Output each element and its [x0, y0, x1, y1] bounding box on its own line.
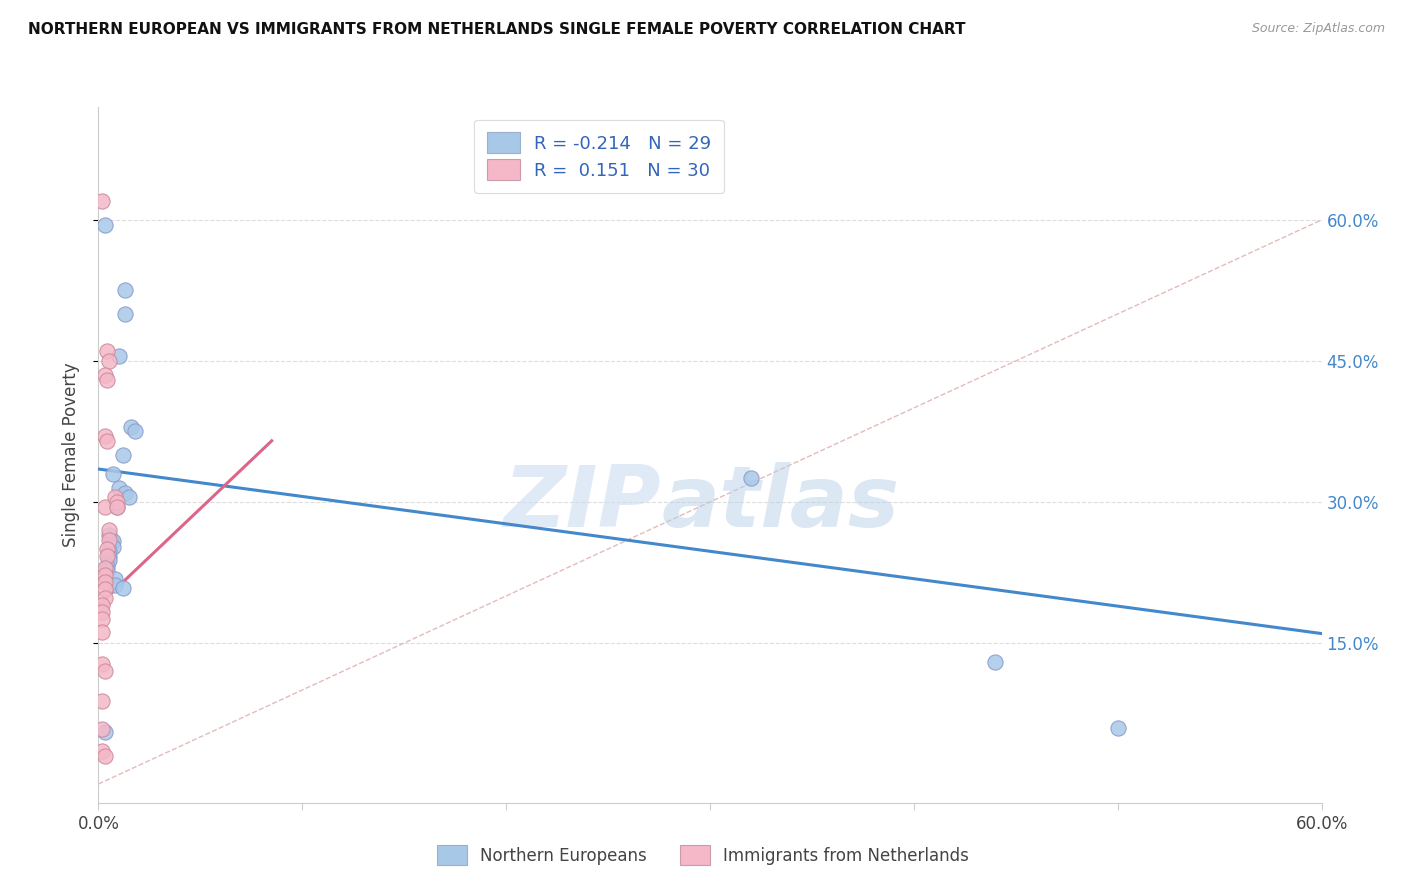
Point [101, 534, 124, 549]
Point [97, 544, 120, 558]
Point [114, 307, 136, 321]
Point [97, 523, 120, 537]
Y-axis label: Single Female Poverty: Single Female Poverty [62, 363, 80, 547]
Point [96, 549, 118, 564]
Point [93, 582, 115, 597]
Point [108, 349, 131, 363]
Point [93, 560, 115, 574]
Point [93, 748, 115, 763]
Point [96, 541, 118, 556]
Point [96, 344, 118, 359]
Point [114, 485, 136, 500]
Point [104, 577, 127, 591]
Point [93, 568, 115, 582]
Point [105, 495, 128, 509]
Point [96, 373, 118, 387]
Point [93, 574, 115, 589]
Point [91, 612, 114, 626]
Point [96, 434, 118, 448]
Point [105, 500, 128, 514]
Point [96, 558, 118, 573]
Point [101, 467, 124, 481]
Point [93, 429, 115, 443]
Point [97, 553, 120, 567]
Point [91, 744, 114, 758]
Point [104, 490, 127, 504]
Point [93, 570, 115, 584]
Point [93, 725, 115, 739]
Point [93, 218, 115, 232]
Text: atlas: atlas [661, 462, 900, 545]
Point [93, 591, 115, 605]
Point [740, 471, 762, 485]
Text: Source: ZipAtlas.com: Source: ZipAtlas.com [1251, 22, 1385, 36]
Point [91, 694, 114, 708]
Point [984, 655, 1007, 669]
Point [91, 605, 114, 619]
Point [91, 624, 114, 639]
Point [111, 582, 134, 596]
Legend: R = -0.214   N = 29, R =  0.151   N = 30: R = -0.214 N = 29, R = 0.151 N = 30 [474, 120, 724, 193]
Point [114, 284, 136, 298]
Point [91, 599, 114, 613]
Point [91, 194, 114, 208]
Point [100, 533, 122, 547]
Legend: Northern Europeans, Immigrants from Netherlands: Northern Europeans, Immigrants from Neth… [426, 836, 980, 875]
Point [97, 549, 120, 564]
Point [104, 572, 127, 586]
Point [111, 448, 134, 462]
Point [97, 528, 120, 542]
Point [97, 354, 120, 368]
Point [1107, 721, 1129, 735]
Point [93, 368, 115, 382]
Point [105, 500, 128, 514]
Text: ZIP: ZIP [503, 462, 661, 545]
Point [96, 563, 118, 577]
Point [91, 657, 114, 671]
Point [120, 419, 142, 434]
Point [118, 490, 141, 504]
Point [93, 664, 115, 678]
Point [101, 540, 124, 554]
Point [93, 500, 115, 514]
Text: NORTHERN EUROPEAN VS IMMIGRANTS FROM NETHERLANDS SINGLE FEMALE POVERTY CORRELATI: NORTHERN EUROPEAN VS IMMIGRANTS FROM NET… [28, 22, 966, 37]
Point [108, 481, 131, 495]
Point [124, 425, 146, 439]
Point [91, 723, 114, 737]
Point [97, 533, 120, 547]
